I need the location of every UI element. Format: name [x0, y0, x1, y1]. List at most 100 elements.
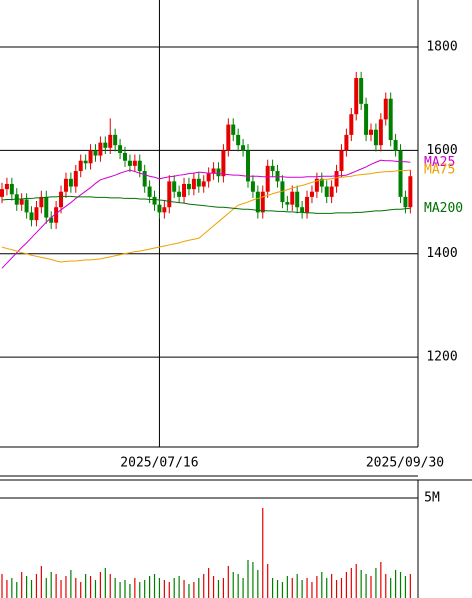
candle-body	[157, 204, 162, 213]
candle-body	[127, 160, 132, 166]
candle-body	[9, 183, 14, 195]
candle-body	[369, 129, 373, 135]
candle-body	[309, 191, 314, 197]
candle-body	[152, 196, 157, 205]
candle-body	[255, 191, 260, 213]
candle-body	[108, 134, 113, 148]
candle-body	[4, 183, 9, 190]
y-tick-label: 1400	[426, 246, 457, 261]
candle-body	[250, 181, 255, 192]
candle-body	[54, 207, 59, 223]
candle-body	[378, 119, 383, 146]
candle-body	[39, 196, 44, 208]
candle-body	[290, 191, 295, 205]
candle-body	[113, 134, 118, 146]
candle-body	[216, 168, 221, 177]
candle-body	[14, 194, 19, 205]
candle-body	[388, 98, 393, 141]
candle-body	[226, 124, 231, 151]
candle-body	[49, 217, 54, 223]
candle-body	[44, 196, 49, 218]
candle-body	[339, 150, 344, 172]
candle-body	[280, 181, 285, 203]
candle-body	[324, 186, 329, 197]
candle-body	[270, 165, 275, 172]
candle-body	[305, 196, 310, 213]
candle-body	[59, 191, 64, 208]
candle-body	[196, 178, 201, 187]
candle-body	[29, 212, 34, 221]
candle-body	[329, 186, 334, 197]
candle-body	[241, 145, 246, 151]
candle-body	[142, 171, 147, 187]
candle-body	[83, 160, 88, 164]
candle-body	[211, 168, 216, 174]
y-tick-label: 5M	[424, 491, 440, 506]
candle-body	[285, 202, 290, 205]
candle-body	[236, 134, 241, 146]
candle-body	[221, 150, 226, 177]
y-tick-label: 1600	[426, 143, 457, 158]
candle-body	[334, 171, 339, 187]
candle-body	[231, 124, 236, 135]
candle-body	[364, 103, 369, 135]
candle-body	[393, 140, 398, 151]
candle-body	[260, 191, 265, 213]
candle-body	[93, 150, 98, 156]
candle-body	[123, 152, 127, 161]
candle-body	[403, 196, 408, 208]
candle-body	[177, 191, 182, 197]
candle-body	[88, 150, 93, 164]
candle-body	[147, 186, 152, 197]
candle-body	[206, 173, 211, 182]
legend-label: MA25	[424, 155, 455, 170]
candle-body	[265, 165, 270, 192]
candle-body	[78, 160, 83, 172]
candle-body	[300, 207, 305, 213]
candle-body	[182, 183, 187, 197]
candle-body	[167, 181, 172, 208]
candle-body	[344, 134, 349, 151]
candle-body	[295, 191, 300, 208]
candle-body	[408, 176, 413, 208]
candle-body	[275, 171, 280, 182]
candle-body	[34, 207, 39, 221]
candle-body	[132, 160, 137, 166]
candle-body	[172, 181, 177, 192]
x-tick-label: 2025/09/30	[366, 456, 444, 471]
candle-body	[246, 150, 250, 182]
candle-body	[118, 145, 123, 153]
y-tick-label: 1200	[426, 350, 457, 365]
ma-line	[1, 169, 411, 263]
ma-line	[1, 195, 411, 214]
candle-body	[103, 142, 108, 148]
candle-body	[98, 142, 103, 156]
candle-body	[162, 207, 167, 213]
candle-body	[137, 160, 142, 172]
candle-body	[373, 129, 378, 146]
candle-body	[186, 183, 191, 190]
candle-body	[73, 171, 78, 187]
candle-body	[0, 189, 4, 197]
candle-body	[314, 178, 319, 192]
candle-body	[19, 199, 24, 205]
candle-body	[319, 178, 324, 187]
legend-label: MA200	[424, 201, 463, 216]
y-tick-label: 1800	[426, 40, 457, 55]
candle-body	[359, 78, 364, 104]
candle-body	[201, 181, 206, 187]
candle-body	[383, 98, 388, 120]
candle-body	[398, 150, 403, 197]
candle-body	[68, 178, 73, 187]
ma-line	[1, 159, 411, 269]
x-tick-label: 2025/07/16	[120, 456, 198, 471]
candle-body	[24, 199, 29, 213]
candle-body	[191, 178, 196, 190]
legend-label: MA75	[424, 163, 455, 178]
candle-body	[349, 114, 354, 135]
candle-body	[63, 178, 68, 192]
candle-body	[354, 78, 359, 115]
